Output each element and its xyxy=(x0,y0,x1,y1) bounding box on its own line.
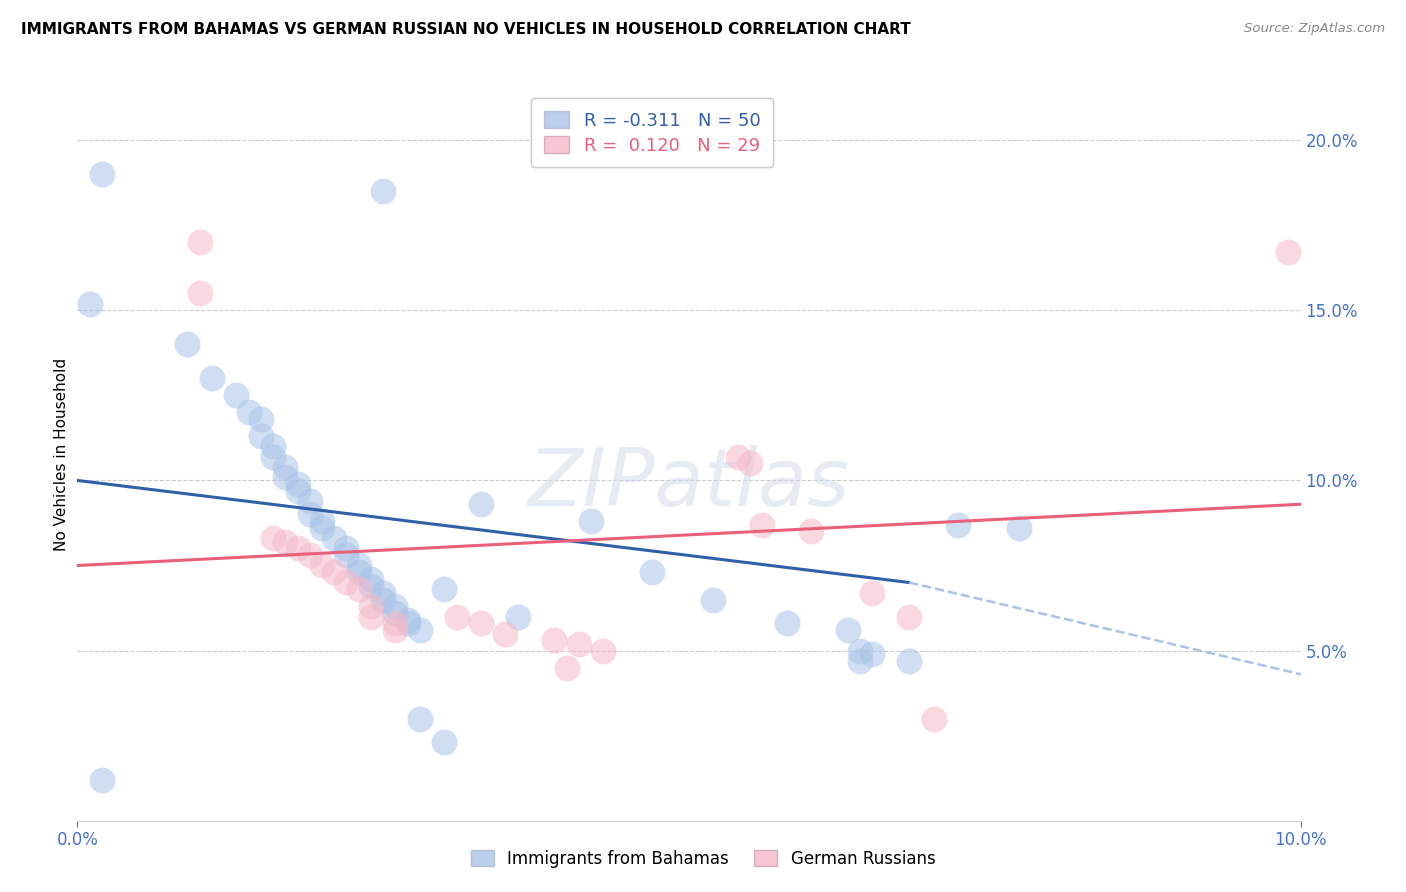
Point xyxy=(90,167,112,181)
Point xyxy=(262,531,284,545)
Point xyxy=(837,623,859,637)
Point xyxy=(384,606,406,620)
Point xyxy=(433,735,456,749)
Point xyxy=(360,609,382,624)
Point xyxy=(311,558,333,573)
Point xyxy=(201,371,224,385)
Point xyxy=(396,616,419,631)
Point xyxy=(579,514,602,528)
Point xyxy=(360,572,382,586)
Point xyxy=(641,566,664,580)
Point xyxy=(347,558,370,573)
Point xyxy=(250,429,273,443)
Legend: R = -0.311   N = 50, R =  0.120   N = 29: R = -0.311 N = 50, R = 0.120 N = 29 xyxy=(531,98,773,168)
Point xyxy=(371,585,394,599)
Point xyxy=(592,643,614,657)
Point xyxy=(898,609,921,624)
Point xyxy=(555,660,578,674)
Point xyxy=(347,566,370,580)
Point xyxy=(384,623,406,637)
Point xyxy=(470,497,492,511)
Point xyxy=(287,541,309,556)
Point xyxy=(311,521,333,535)
Point xyxy=(298,493,321,508)
Point xyxy=(1008,521,1031,535)
Point xyxy=(433,582,456,597)
Point xyxy=(274,470,297,484)
Legend: Immigrants from Bahamas, German Russians: Immigrants from Bahamas, German Russians xyxy=(464,844,942,875)
Point xyxy=(298,549,321,563)
Point xyxy=(470,616,492,631)
Point xyxy=(506,609,529,624)
Point xyxy=(384,599,406,614)
Point xyxy=(946,517,969,532)
Point xyxy=(543,633,565,648)
Point xyxy=(568,637,591,651)
Point xyxy=(862,647,884,661)
Point xyxy=(371,184,394,198)
Point xyxy=(335,541,357,556)
Point xyxy=(1277,245,1299,260)
Point xyxy=(409,712,432,726)
Point xyxy=(347,582,370,597)
Point xyxy=(396,613,419,627)
Point xyxy=(862,585,884,599)
Point xyxy=(740,457,762,471)
Point xyxy=(188,235,211,250)
Point xyxy=(409,623,432,637)
Point xyxy=(298,508,321,522)
Point xyxy=(176,337,198,351)
Text: Source: ZipAtlas.com: Source: ZipAtlas.com xyxy=(1244,22,1385,36)
Point xyxy=(495,626,517,640)
Point xyxy=(849,643,872,657)
Point xyxy=(371,592,394,607)
Point xyxy=(323,566,346,580)
Point xyxy=(800,524,823,539)
Point xyxy=(287,483,309,498)
Point xyxy=(922,712,945,726)
Point xyxy=(238,405,260,419)
Point xyxy=(849,654,872,668)
Point xyxy=(335,575,357,590)
Point xyxy=(335,549,357,563)
Point xyxy=(360,599,382,614)
Point xyxy=(90,772,112,787)
Point xyxy=(898,654,921,668)
Point xyxy=(262,450,284,464)
Point xyxy=(384,616,406,631)
Point xyxy=(360,579,382,593)
Text: IMMIGRANTS FROM BAHAMAS VS GERMAN RUSSIAN NO VEHICLES IN HOUSEHOLD CORRELATION C: IMMIGRANTS FROM BAHAMAS VS GERMAN RUSSIA… xyxy=(21,22,911,37)
Point xyxy=(702,592,724,607)
Point xyxy=(250,412,273,426)
Text: ZIPatlas: ZIPatlas xyxy=(527,445,851,524)
Point xyxy=(287,476,309,491)
Point xyxy=(188,286,211,301)
Point xyxy=(79,296,101,310)
Point xyxy=(323,531,346,545)
Point xyxy=(446,609,468,624)
Y-axis label: No Vehicles in Household: No Vehicles in Household xyxy=(53,359,69,551)
Point xyxy=(311,514,333,528)
Point xyxy=(751,517,773,532)
Point xyxy=(274,459,297,474)
Point xyxy=(225,388,247,402)
Point xyxy=(262,439,284,453)
Point xyxy=(776,616,799,631)
Point xyxy=(727,450,749,464)
Point xyxy=(274,534,297,549)
